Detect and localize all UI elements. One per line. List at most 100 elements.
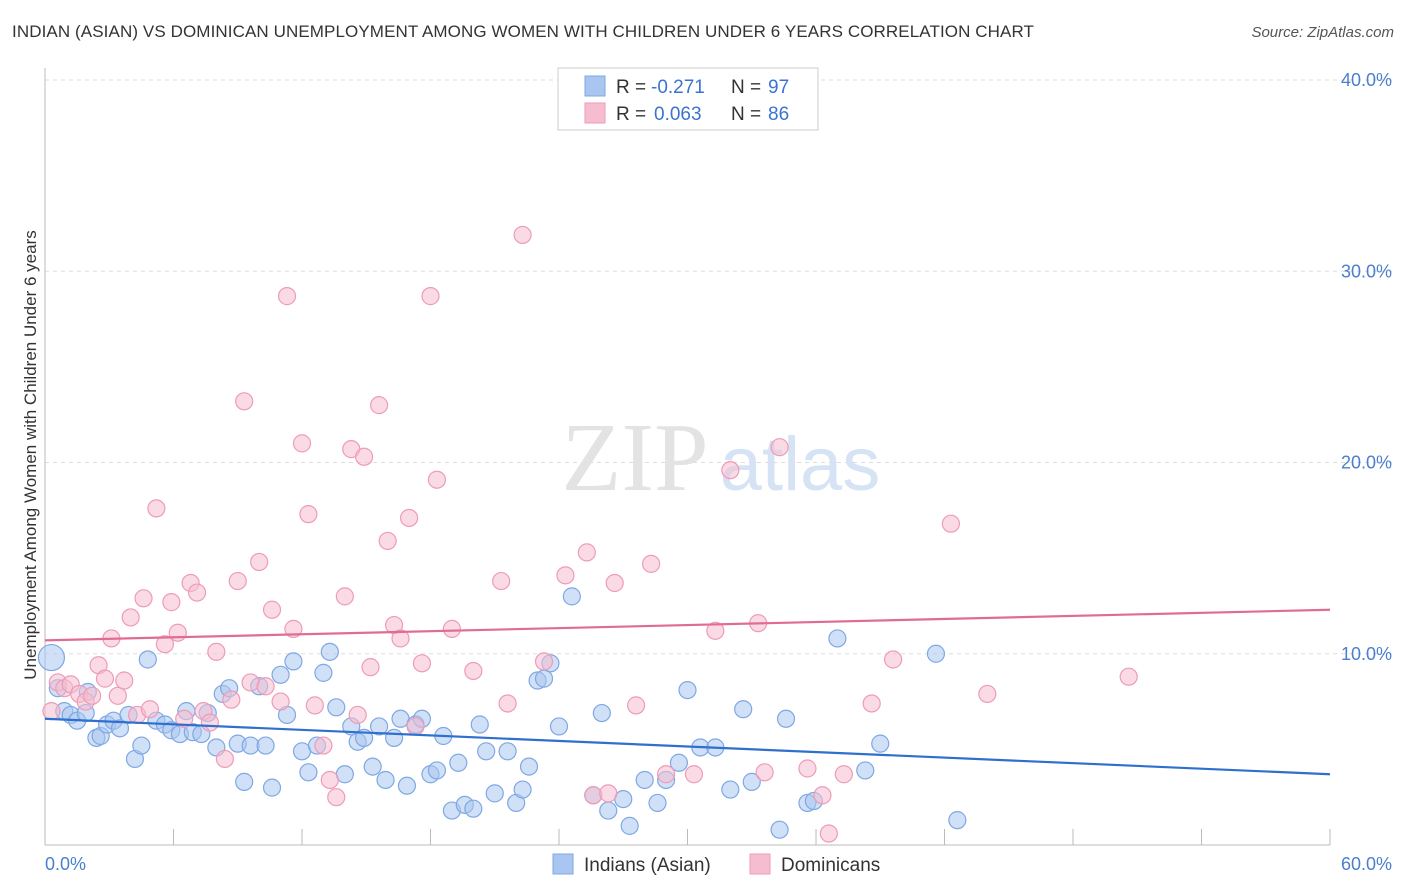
point-indians-35	[284, 652, 303, 671]
point-dominicans-39	[305, 696, 324, 715]
point-indians-88	[770, 820, 789, 839]
point-dominicans-71	[684, 765, 704, 784]
point-dominicans-60	[498, 694, 517, 713]
point-dominicans-12	[121, 608, 140, 627]
point-indians-94	[871, 734, 890, 753]
point-indians-69	[534, 669, 554, 688]
point-dominicans-57	[442, 619, 462, 638]
point-dominicans-32	[256, 677, 275, 696]
point-indians-67	[519, 757, 539, 776]
trend-lines	[44, 608, 1331, 776]
bottom-legend-indians: Indians (Asian)	[584, 855, 711, 876]
point-dominicans-81	[862, 694, 881, 713]
legend-swatch-pink	[584, 102, 606, 124]
point-indians-14	[132, 736, 151, 755]
point-dominicans-58	[464, 661, 483, 681]
point-indians-62	[477, 742, 496, 761]
point-dominicans-82	[883, 650, 903, 669]
point-indians-79	[648, 793, 667, 813]
legend-n-value-1: 97	[768, 77, 789, 98]
point-dominicans-18	[162, 593, 181, 612]
bottom-legend-swatch-blue	[552, 853, 574, 875]
legend-r-label-2: R =	[616, 104, 646, 125]
point-dominicans-42	[327, 788, 346, 807]
point-dominicans-41	[320, 770, 339, 790]
point-dominicans-30	[241, 673, 260, 692]
watermark-atlas: atlas	[720, 422, 881, 507]
point-indians-28	[235, 772, 254, 791]
point-indians-51	[397, 776, 417, 795]
point-indians-89	[776, 709, 796, 728]
point-dominicans-20	[175, 709, 194, 728]
point-dominicans-10	[108, 686, 127, 705]
point-indians-64	[498, 742, 517, 761]
point-dominicans-6	[83, 686, 102, 705]
point-indians-0	[37, 643, 66, 672]
point-dominicans-72	[706, 621, 725, 640]
point-dominicans-47	[361, 658, 380, 677]
point-indians-37	[299, 763, 318, 782]
legend-n-label-2: N =	[731, 104, 761, 125]
point-dominicans-36	[284, 619, 303, 638]
point-dominicans-11	[115, 671, 134, 690]
point-dominicans-64	[577, 543, 596, 562]
point-dominicans-38	[299, 505, 318, 524]
point-dominicans-37	[292, 434, 312, 453]
tick-labels: 10.0% 20.0% 30.0% 40.0% 0.0% 60.0%	[45, 70, 1392, 874]
legend: R = -0.271 N = 97 R = 0.063 N = 86	[557, 67, 819, 131]
point-indians-32	[262, 778, 282, 797]
point-dominicans-66	[599, 784, 618, 803]
point-dominicans-54	[412, 654, 432, 673]
legend-r-label-1: R =	[616, 77, 646, 98]
point-indians-33	[271, 665, 290, 684]
y-tick-label-30: 30.0%	[1341, 261, 1392, 281]
point-dominicans-24	[200, 713, 220, 732]
point-dominicans-48	[370, 396, 389, 415]
y-tick-label-10: 10.0%	[1341, 644, 1392, 664]
point-indians-96	[948, 811, 967, 830]
bottom-legend-swatch-pink	[749, 853, 771, 875]
point-dominicans-75	[755, 763, 774, 782]
point-dominicans-65	[584, 786, 603, 805]
legend-n-value-2: 86	[768, 104, 789, 125]
point-indians-87	[742, 772, 761, 791]
y-axis-label: Unemployment Among Women with Children U…	[21, 230, 40, 679]
point-dominicans-62	[534, 652, 554, 671]
point-indians-81	[669, 753, 689, 772]
point-dominicans-59	[492, 571, 511, 591]
point-dominicans-31	[250, 552, 269, 572]
point-indians-61	[470, 715, 489, 734]
point-dominicans-73	[721, 461, 740, 480]
point-indians-31	[256, 736, 275, 755]
point-dominicans-70	[656, 765, 676, 784]
chart-title: INDIAN (ASIAN) VS DOMINICAN UNEMPLOYMENT…	[12, 22, 1035, 41]
point-indians-39	[314, 663, 333, 682]
point-dominicans-77	[798, 759, 817, 778]
legend-swatch-blue	[584, 75, 606, 97]
point-dominicans-51	[391, 629, 410, 648]
point-dominicans-56	[427, 470, 447, 489]
point-dominicans-33	[262, 600, 282, 619]
point-dominicans-14	[134, 589, 153, 608]
point-dominicans-69	[641, 554, 661, 573]
point-indians-72	[562, 587, 581, 606]
point-indians-82	[678, 680, 697, 700]
legend-r-value-1: -0.271	[651, 77, 705, 98]
grid-lines	[45, 79, 1392, 655]
point-indians-77	[620, 816, 639, 835]
legend-r-value-2: 0.063	[654, 104, 702, 125]
point-dominicans-19	[168, 623, 187, 642]
point-dominicans-22	[187, 583, 207, 602]
legend-n-label-1: N =	[731, 77, 761, 98]
point-indians-78	[635, 770, 654, 790]
point-indians-40	[320, 642, 339, 661]
point-dominicans-78	[813, 786, 832, 805]
point-dominicans-68	[626, 696, 646, 715]
point-indians-11	[110, 719, 130, 738]
point-dominicans-53	[406, 717, 425, 736]
point-dominicans-80	[834, 765, 853, 784]
point-dominicans-34	[271, 692, 290, 711]
point-indians-71	[549, 717, 569, 736]
point-indians-49	[384, 728, 404, 748]
